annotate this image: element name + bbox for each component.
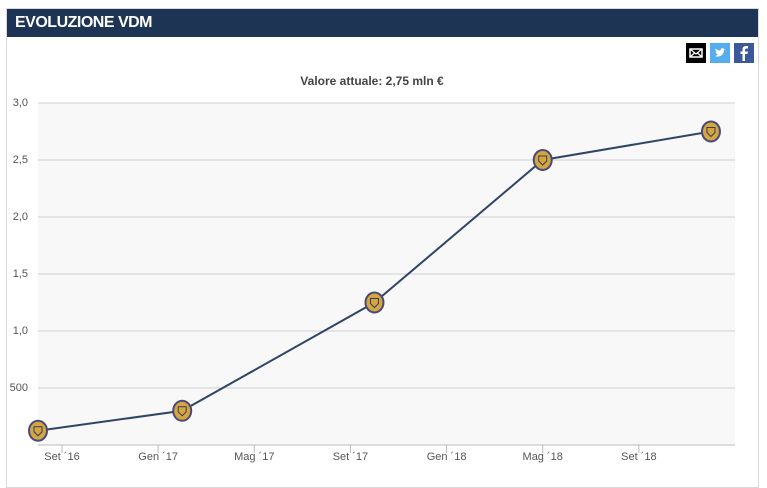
x-tick-label: Gen ´17 [138, 451, 178, 463]
crest-detail [706, 127, 716, 138]
crest-detail [177, 406, 187, 417]
crest [28, 419, 48, 442]
point-marker [28, 419, 48, 442]
crest [172, 399, 193, 422]
y-tick-label: 500 [10, 382, 28, 394]
crest [364, 291, 385, 314]
crest [532, 149, 553, 171]
y-tick-label: 1,5 [13, 268, 28, 280]
x-tick-label: Mag ´18 [523, 451, 563, 463]
point-marker [532, 149, 553, 171]
header-title: EVOLUZIONE VDM [7, 9, 758, 37]
twitter-icon[interactable] [710, 43, 730, 63]
x-tick-label: Mag ´17 [234, 451, 274, 463]
crest-detail [33, 426, 43, 437]
y-tick-label: 1,0 [13, 325, 28, 337]
crest [700, 120, 721, 143]
crest-detail [538, 155, 548, 166]
chart-subtitle: Valore attuale: 2,75 mln € [300, 74, 444, 88]
y-tick-label: 3,0 [13, 97, 28, 109]
x-tick-label: Gen ´18 [427, 451, 467, 463]
point-marker [700, 120, 721, 143]
y-tick-label: 2,5 [13, 154, 28, 166]
email-icon[interactable] [686, 43, 706, 63]
point-marker [172, 399, 193, 422]
point-marker [364, 291, 385, 314]
x-tick-label: Set ´17 [333, 451, 368, 463]
x-tick-label: Set ´18 [621, 451, 656, 463]
crest-detail [369, 298, 379, 309]
x-tick-label: Set ´16 [44, 451, 79, 463]
facebook-icon[interactable] [734, 43, 754, 63]
y-tick-label: 2,0 [13, 211, 28, 223]
